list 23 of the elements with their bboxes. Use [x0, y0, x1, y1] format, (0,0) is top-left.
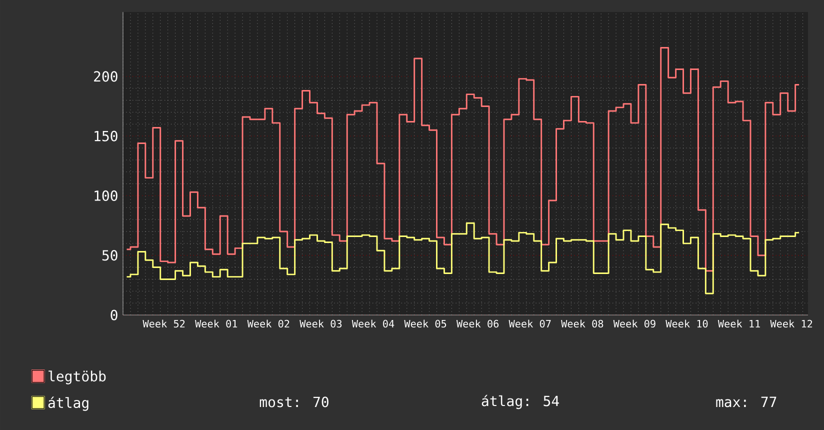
x-tick-label: Week 10: [666, 320, 708, 328]
y-tick-label: 50: [102, 250, 118, 261]
x-tick-label: Week 04: [352, 320, 394, 328]
x-tick-label: Week 09: [613, 320, 656, 328]
legend-label: átlag: [48, 396, 88, 411]
x-tick-label: Week 01: [195, 320, 238, 328]
x-tick-label: Week 12: [770, 320, 812, 328]
y-tick-label: 150: [94, 130, 118, 142]
x-tick-label: Week 52: [142, 320, 185, 328]
x-tick-label: Week 06: [456, 320, 499, 328]
y-tick-label: 0: [110, 310, 118, 320]
x-tick-label: Week 03: [300, 320, 342, 328]
y-tick-label: 100: [94, 190, 118, 201]
x-tick-label: Week 02: [247, 320, 290, 328]
x-tick-label: Week 08: [561, 320, 604, 328]
legend-label: legtöbb: [48, 370, 106, 384]
x-tick-label: Week 07: [508, 320, 551, 328]
y-tick-label: 200: [94, 71, 118, 82]
text: most: 70: [260, 396, 328, 408]
x-tick-label: Week 11: [718, 320, 760, 328]
text: max: 77: [716, 396, 776, 408]
x-tick-label: Week 05: [404, 320, 446, 328]
text: átlag: 54: [482, 394, 559, 410]
